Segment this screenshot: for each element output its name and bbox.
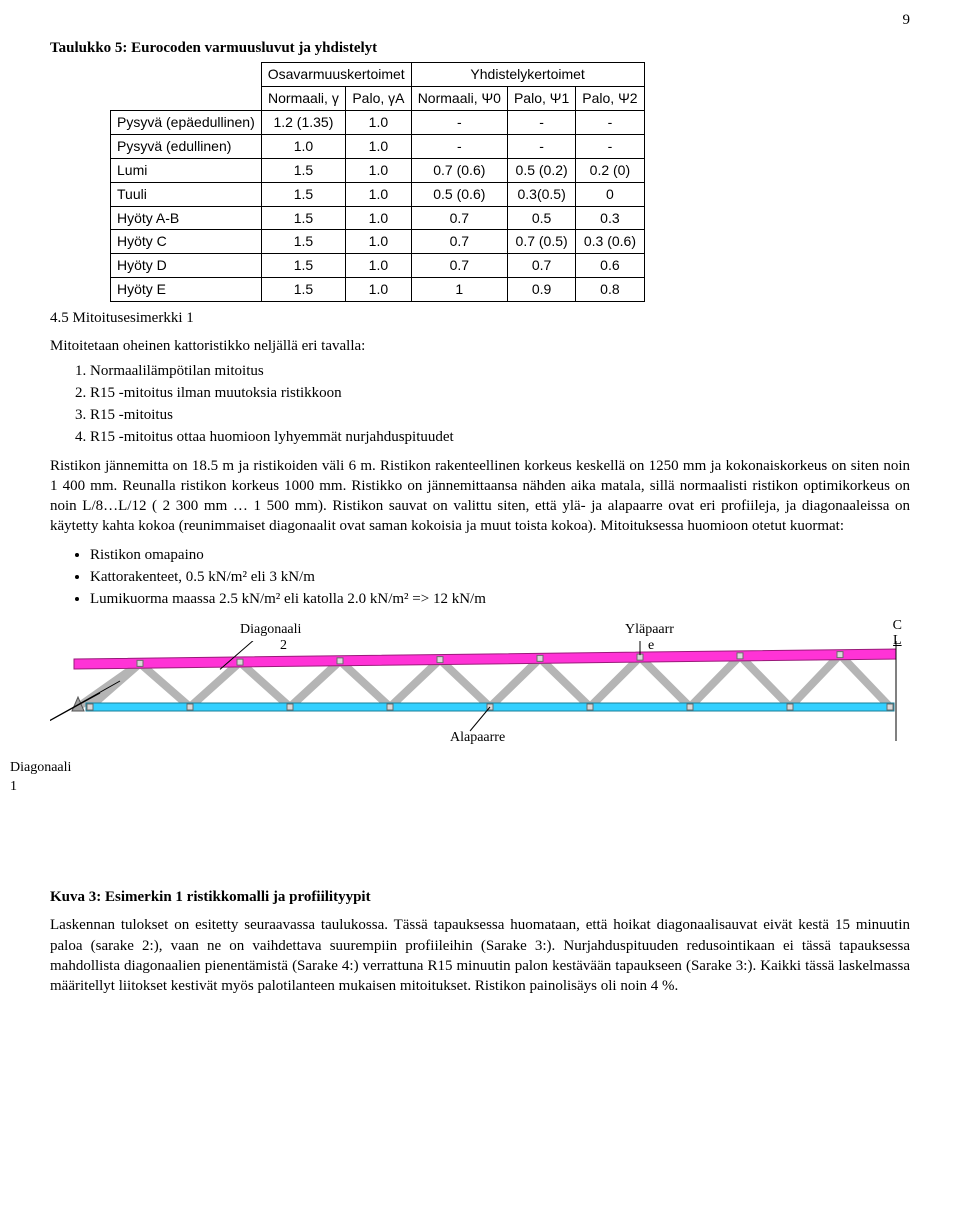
cell: - (507, 111, 575, 135)
row-label: Pysyvä (edullinen) (111, 134, 262, 158)
row-label: Hyöty E (111, 278, 262, 302)
table-row: Pysyvä (edullinen)1.01.0--- (111, 134, 645, 158)
header-osa: Osavarmuuskertoimet (261, 63, 411, 87)
cell: 1.0 (346, 206, 412, 230)
cell: 0.5 (0.6) (411, 182, 507, 206)
table-row: Hyöty D1.51.00.70.70.6 (111, 254, 645, 278)
truss-figure: C L Diagonaali 2 Yläpaarr e Alapaarre (50, 619, 910, 779)
cell: 0.8 (576, 278, 644, 302)
cell: 1 (411, 278, 507, 302)
cell: 1.5 (261, 206, 345, 230)
cell: 0.3(0.5) (507, 182, 575, 206)
col-normaali-psi0: Normaali, Ψ0 (411, 87, 507, 111)
loads-list: Ristikon omapainoKattorakenteet, 0.5 kN/… (90, 545, 910, 610)
label-diag2-b: 2 (280, 637, 287, 656)
cell: 1.0 (346, 158, 412, 182)
cell: 0.7 (507, 254, 575, 278)
cell: 0.7 (411, 206, 507, 230)
label-alapaarre: Alapaarre (450, 729, 505, 748)
cell: 0.2 (0) (576, 158, 644, 182)
cell: 0.9 (507, 278, 575, 302)
cell: 1.5 (261, 158, 345, 182)
cell: - (576, 111, 644, 135)
row-label: Hyöty C (111, 230, 262, 254)
col-palo-psi1: Palo, Ψ1 (507, 87, 575, 111)
col-palo-ga: Palo, γA (346, 87, 412, 111)
cell: 0.3 (0.6) (576, 230, 644, 254)
cell: 1.0 (346, 134, 412, 158)
table-row: Hyöty A-B1.51.00.70.50.3 (111, 206, 645, 230)
cell: 1.5 (261, 182, 345, 206)
label-diag1: Diagonaali 1 (10, 759, 90, 797)
cell: - (576, 134, 644, 158)
list-item: Ristikon omapaino (90, 545, 910, 565)
cell: 1.2 (1.35) (261, 111, 345, 135)
row-label: Tuuli (111, 182, 262, 206)
list-item: R15 -mitoitus (90, 405, 910, 425)
row-label: Pysyvä (epäedullinen) (111, 111, 262, 135)
cell: 1.0 (261, 134, 345, 158)
row-label: Hyöty D (111, 254, 262, 278)
methods-list: Normaalilämpötilan mitoitusR15 -mitoitus… (90, 361, 910, 448)
table-row: Hyöty E1.51.010.90.8 (111, 278, 645, 302)
cell: 1.5 (261, 278, 345, 302)
figure-title: Kuva 3: Esimerkin 1 ristikkomalli ja pro… (50, 887, 910, 907)
cell: - (411, 134, 507, 158)
paragraph-2: Laskennan tulokset on esitetty seuraavas… (50, 915, 910, 996)
section-heading: 4.5 Mitoitusesimerkki 1 (50, 308, 910, 328)
list-item: R15 -mitoitus ilman muutoksia ristikkoon (90, 383, 910, 403)
table-row: Hyöty C1.51.00.70.7 (0.5)0.3 (0.6) (111, 230, 645, 254)
table-row: Tuuli1.51.00.5 (0.6)0.3(0.5)0 (111, 182, 645, 206)
coefficients-table: Osavarmuuskertoimet Yhdistelykertoimet N… (110, 62, 645, 302)
col-normaali-g: Normaali, γ (261, 87, 345, 111)
truss-diagram (50, 641, 910, 741)
cl-c: C (893, 619, 902, 634)
list-item: R15 -mitoitus ottaa huomioon lyhyemmät n… (90, 427, 910, 447)
cell: 0.7 (0.5) (507, 230, 575, 254)
intro-line: Mitoitetaan oheinen kattoristikko neljäl… (50, 336, 910, 356)
cell: 0.7 (411, 254, 507, 278)
list-item: Lumikuorma maassa 2.5 kN/m² eli katolla … (90, 589, 910, 609)
cell: 1.0 (346, 182, 412, 206)
label-diag1-b: 1 (10, 779, 17, 794)
col-palo-psi2: Palo, Ψ2 (576, 87, 644, 111)
cell: 0.7 (411, 230, 507, 254)
cell: 1.0 (346, 278, 412, 302)
page-number: 9 (903, 10, 911, 30)
cell: 1.0 (346, 254, 412, 278)
cell: 0.5 (507, 206, 575, 230)
cell: 1.5 (261, 254, 345, 278)
list-item: Normaalilämpötilan mitoitus (90, 361, 910, 381)
cell: 1.0 (346, 111, 412, 135)
paragraph-1: Ristikon jännemitta on 18.5 m ja ristiko… (50, 456, 910, 537)
cell: - (411, 111, 507, 135)
cell: 0 (576, 182, 644, 206)
cell: 0.5 (0.2) (507, 158, 575, 182)
cell: 0.3 (576, 206, 644, 230)
list-item: Kattorakenteet, 0.5 kN/m² eli 3 kN/m (90, 567, 910, 587)
cell: 1.5 (261, 230, 345, 254)
table-row: Lumi1.51.00.7 (0.6)0.5 (0.2)0.2 (0) (111, 158, 645, 182)
label-diag2-a: Diagonaali (240, 621, 301, 640)
label-ylapaarre-b: e (648, 637, 654, 656)
table-title: Taulukko 5: Eurocoden varmuusluvut ja yh… (50, 38, 910, 58)
row-label: Hyöty A-B (111, 206, 262, 230)
cell: 0.7 (0.6) (411, 158, 507, 182)
cell: 0.6 (576, 254, 644, 278)
label-diag1-a: Diagonaali (10, 760, 71, 775)
row-label: Lumi (111, 158, 262, 182)
cell: 1.0 (346, 230, 412, 254)
header-yhd: Yhdistelykertoimet (411, 63, 644, 87)
table-row: Pysyvä (epäedullinen)1.2 (1.35)1.0--- (111, 111, 645, 135)
cell: - (507, 134, 575, 158)
